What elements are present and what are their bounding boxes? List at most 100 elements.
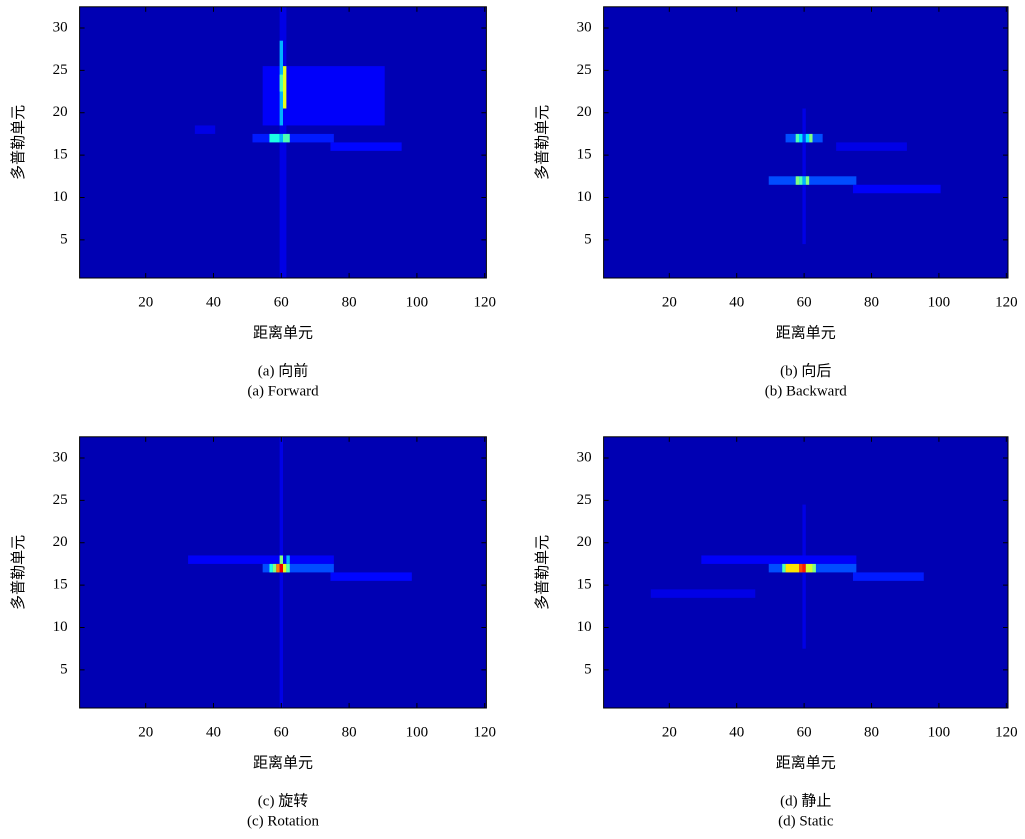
- y-tick-label: 25: [577, 492, 592, 508]
- x-tick-label: 60: [274, 294, 289, 310]
- x-tick-label: 20: [138, 294, 153, 310]
- x-tick-label: 20: [662, 724, 677, 740]
- y-tick-label: 30: [53, 19, 68, 35]
- x-tick-label: 120: [473, 294, 496, 310]
- heatmap-cell: [701, 555, 857, 564]
- heatmap-cell: [330, 572, 412, 581]
- caption: (d) 静止: [780, 792, 831, 809]
- x-axis-label: 距离单元: [253, 324, 313, 341]
- y-tick-label: 5: [60, 231, 68, 247]
- x-tick-label: 100: [928, 294, 951, 310]
- heatmap-cell: [283, 66, 287, 109]
- y-tick-label: 25: [53, 62, 68, 78]
- heatmap-panel: 20 40 60 80 100 120 5 10 15 20 25 30 距离单元 多普勒单元 (d) 静止…: [534, 436, 1018, 829]
- y-tick-label: 30: [53, 449, 68, 465]
- axes-frame: [603, 436, 1009, 709]
- heatmap-cell: [269, 563, 273, 573]
- y-axis-label: 多普勒单元: [10, 535, 27, 610]
- heatmap-cell: [330, 142, 402, 151]
- y-tick-label: 20: [577, 104, 592, 120]
- x-tick-label: 120: [473, 724, 496, 740]
- y-tick-label: 15: [53, 577, 68, 593]
- heatmap-cell: [782, 563, 786, 573]
- y-tick-label: 5: [584, 661, 592, 677]
- axes-frame: [79, 436, 487, 709]
- heatmap-cell: [799, 176, 803, 185]
- x-tick-label: 80: [342, 294, 357, 310]
- axes-frame: [79, 6, 487, 279]
- y-tick-label: 30: [577, 449, 592, 465]
- heatmap-cell: [283, 563, 287, 573]
- heatmap-cell: [194, 125, 216, 134]
- heatmap-cell: [802, 504, 806, 649]
- y-tick-label: 20: [53, 104, 68, 120]
- heatmap-cell: [286, 563, 290, 573]
- caption: (d) Static: [778, 813, 834, 829]
- caption: (c) 旋转: [258, 792, 308, 809]
- x-axis-label: 距离单元: [776, 754, 836, 771]
- y-axis-label: 多普勒单元: [534, 535, 551, 610]
- heatmap-cell: [812, 563, 816, 573]
- x-tick-label: 20: [138, 724, 153, 740]
- y-tick-label: 20: [577, 534, 592, 550]
- x-tick-label: 40: [206, 294, 221, 310]
- x-axis-label: 距离单元: [776, 324, 836, 341]
- caption: (a) 向前: [258, 362, 308, 379]
- x-tick-label: 100: [928, 724, 951, 740]
- heatmap-cell: [799, 563, 803, 573]
- x-tick-label: 60: [797, 724, 812, 740]
- y-tick-label: 5: [60, 661, 68, 677]
- x-tick-label: 80: [864, 294, 879, 310]
- heatmap-cell: [852, 572, 924, 581]
- heatmap-cell: [252, 133, 334, 143]
- x-tick-label: 20: [662, 294, 677, 310]
- x-tick-label: 40: [729, 724, 744, 740]
- heatmap-cell: [836, 142, 907, 151]
- y-axis-label: 多普勒单元: [534, 105, 551, 180]
- heatmap-cell: [188, 555, 334, 564]
- y-tick-label: 5: [584, 231, 592, 247]
- heatmap-cell: [785, 133, 823, 143]
- heatmap-cell: [279, 563, 283, 573]
- y-tick-label: 15: [53, 147, 68, 163]
- heatmap-cell: [650, 589, 756, 598]
- y-tick-label: 10: [577, 189, 592, 205]
- heatmap-cell: [809, 133, 813, 143]
- y-tick-label: 10: [577, 619, 592, 635]
- y-tick-label: 15: [577, 147, 592, 163]
- heatmap-cell: [805, 133, 810, 143]
- heatmap-cell: [805, 176, 810, 185]
- y-tick-label: 30: [577, 19, 592, 35]
- heatmap-cell: [802, 176, 806, 185]
- heatmap-panel: 20 40 60 80 100 120 5 10 15 20 25 30 距离单元 多普勒单元 (c) 旋转…: [10, 436, 496, 829]
- heatmap-cell: [262, 563, 334, 573]
- heatmap-cell: [795, 133, 800, 143]
- x-tick-label: 80: [864, 724, 879, 740]
- heatmap-panel: 20 40 60 80 100 120 5 10 15 20 25 30 距离单元 多普勒单元 (a) 向前…: [10, 6, 496, 399]
- caption: (c) Rotation: [247, 813, 320, 829]
- heatmap-cell: [852, 184, 941, 194]
- y-tick-label: 10: [53, 619, 68, 635]
- heatmap-cell: [269, 133, 280, 143]
- heatmap-cell: [279, 133, 283, 143]
- caption: (b) Backward: [765, 383, 848, 399]
- x-axis-label: 距离单元: [253, 754, 313, 771]
- y-tick-label: 25: [577, 62, 592, 78]
- x-tick-label: 100: [406, 724, 429, 740]
- heatmap-cell: [802, 563, 806, 573]
- x-tick-label: 120: [995, 724, 1018, 740]
- x-tick-label: 100: [406, 294, 429, 310]
- heatmap-cell: [286, 555, 290, 564]
- caption: (b) 向后: [780, 362, 831, 379]
- heatmap-cell: [279, 555, 283, 564]
- x-tick-label: 40: [729, 294, 744, 310]
- x-tick-label: 120: [995, 294, 1018, 310]
- x-tick-label: 60: [274, 724, 289, 740]
- y-tick-label: 10: [53, 189, 68, 205]
- y-tick-label: 15: [577, 577, 592, 593]
- heatmap-cell: [805, 563, 813, 573]
- heatmap-cell: [799, 133, 803, 143]
- heatmap-cell: [785, 563, 800, 573]
- x-tick-label: 60: [797, 294, 812, 310]
